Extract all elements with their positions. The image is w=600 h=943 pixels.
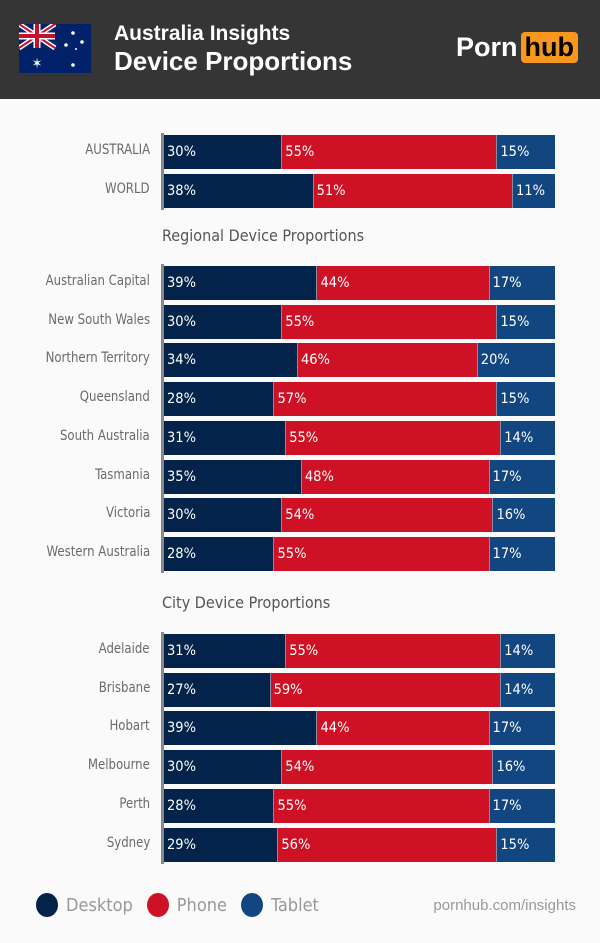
row-label: Tasmania: [95, 466, 150, 483]
bar-segment-tablet: 15%: [496, 827, 555, 862]
bar-segment-phone: 55%: [285, 634, 501, 668]
legend-phone: Phone: [146, 893, 227, 917]
page-subtitle: Device Proportions: [114, 46, 353, 76]
bar-segment-phone: 59%: [269, 672, 501, 707]
row-label: New South Wales: [48, 311, 150, 328]
bar-segment-phone: 55%: [273, 536, 489, 571]
bar-segment-tablet: 14%: [500, 672, 555, 707]
row-label: WORLD: [105, 180, 150, 197]
page-title: Australia Insights: [114, 22, 291, 45]
bar-segment-desktop: 29%: [164, 827, 278, 862]
row-label: Queensland: [79, 389, 150, 406]
bar-segment-phone: 44%: [316, 266, 489, 300]
bar-segment-tablet: 17%: [488, 266, 555, 300]
legend-dot-desktop: [36, 893, 58, 917]
row-label: Australian Capital: [45, 273, 150, 289]
bar-segment-tablet: 15%: [496, 382, 555, 417]
legend: Desktop Phone Tablet: [36, 893, 333, 917]
bar-segment-tablet: 17%: [488, 459, 555, 494]
row-label: Adelaide: [99, 641, 150, 657]
bar-segment-phone: 54%: [281, 498, 493, 533]
row-label: Western Australia: [46, 543, 150, 560]
bar-segment-tablet: 11%: [511, 173, 555, 208]
bar-segment-desktop: 30%: [164, 135, 282, 169]
row-label: Victoria: [105, 505, 150, 522]
bar-segment-phone: 48%: [300, 459, 489, 494]
bar-segment-desktop: 30%: [164, 498, 282, 533]
bar-segment-tablet: 17%: [488, 536, 555, 571]
bar-segment-phone: 46%: [296, 343, 477, 378]
row-label: Perth: [119, 795, 150, 812]
bar-segment-tablet: 16%: [492, 498, 555, 533]
logo-right: hub: [520, 32, 578, 63]
legend-tablet: Tablet: [240, 893, 319, 917]
bar-segment-phone: 55%: [285, 420, 501, 455]
section-title: City Device Proportions: [162, 593, 331, 612]
row-label: Hobart: [109, 718, 150, 735]
row-label: Northern Territory: [45, 350, 150, 367]
bar-segment-desktop: 28%: [164, 536, 274, 571]
bar-segment-phone: 57%: [273, 382, 497, 417]
bar-segment-desktop: 30%: [164, 304, 282, 339]
axis-line: [161, 632, 164, 864]
legend-dot-phone: [146, 893, 169, 917]
legend-dot-tablet: [240, 893, 263, 917]
australia-flag-icon: ✶: [19, 24, 91, 73]
row-label: South Australia: [60, 427, 150, 444]
bar-segment-tablet: 15%: [496, 304, 555, 339]
bar-segment-tablet: 14%: [500, 420, 555, 455]
section-title: Regional Device Proportions: [162, 226, 365, 245]
bar-segment-desktop: 39%: [164, 711, 317, 746]
row-label: AUSTRALIA: [85, 142, 150, 158]
header: ✶ Australia Insights Device Proportions …: [0, 0, 600, 99]
bar-segment-phone: 55%: [273, 788, 489, 823]
bar-segment-desktop: 31%: [164, 420, 286, 455]
logo-left: Porn: [456, 32, 518, 62]
legend-label: Phone: [176, 894, 227, 916]
bar-segment-phone: 55%: [281, 135, 497, 169]
bar-segment-phone: 51%: [312, 173, 512, 208]
bar-segment-tablet: 20%: [476, 343, 555, 378]
legend-label: Tablet: [270, 894, 319, 916]
row-label: Melbourne: [88, 757, 150, 774]
bar-segment-desktop: 28%: [164, 788, 274, 823]
bar-segment-desktop: 34%: [164, 343, 297, 378]
bar-segment-desktop: 35%: [164, 459, 301, 494]
bar-segment-desktop: 30%: [164, 750, 282, 785]
bar-segment-phone: 44%: [316, 711, 489, 746]
bar-segment-desktop: 39%: [164, 266, 317, 300]
bar-segment-tablet: 16%: [492, 750, 555, 785]
bar-segment-tablet: 17%: [488, 788, 555, 823]
legend-desktop: Desktop: [36, 893, 133, 917]
logo: Porn hub: [456, 32, 578, 63]
bar-segment-desktop: 28%: [164, 382, 274, 417]
bar-segment-desktop: 31%: [164, 634, 286, 668]
bar-segment-phone: 56%: [277, 827, 497, 862]
bar-segment-phone: 55%: [281, 304, 497, 339]
axis-line: [161, 133, 164, 210]
bar-segment-tablet: 14%: [500, 634, 555, 668]
legend-label: Desktop: [66, 894, 133, 916]
axis-line: [161, 264, 164, 573]
bar-segment-phone: 54%: [281, 750, 493, 785]
bar-segment-tablet: 15%: [496, 135, 555, 169]
row-label: Sydney: [106, 834, 150, 851]
bar-segment-desktop: 38%: [164, 173, 313, 208]
source-link[interactable]: pornhub.com/insights: [433, 897, 576, 914]
bar-segment-desktop: 27%: [164, 672, 270, 707]
row-label: Brisbane: [98, 679, 150, 696]
bar-segment-tablet: 17%: [488, 711, 555, 746]
svg-text:✶: ✶: [32, 56, 43, 72]
